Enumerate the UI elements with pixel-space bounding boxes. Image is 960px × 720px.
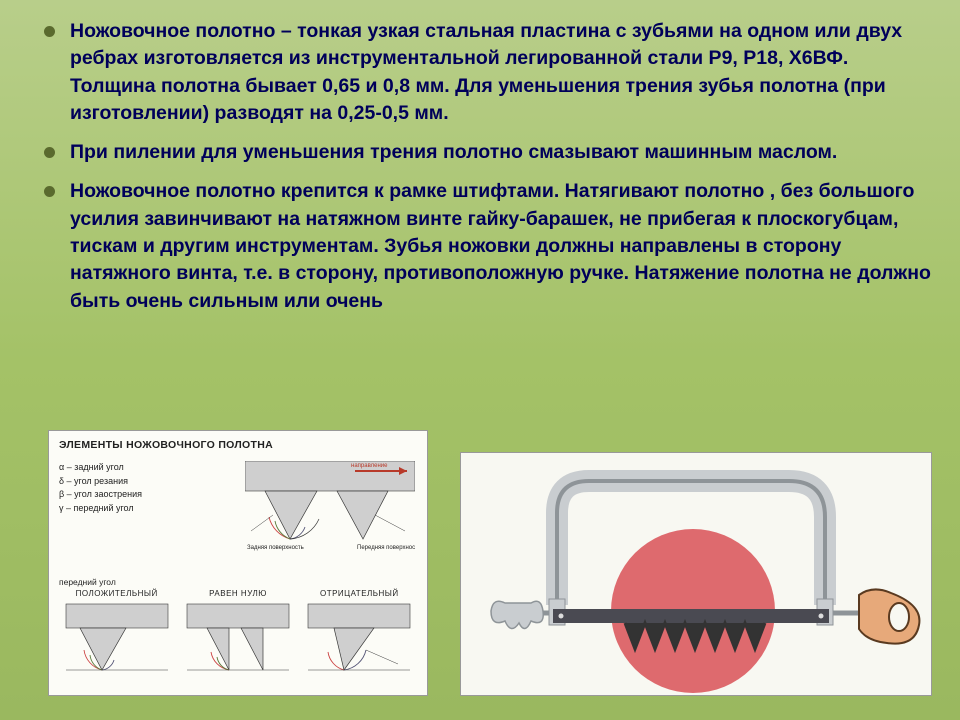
label-front-face: Передняя поверхность <box>357 545 415 551</box>
hacksaw-svg <box>461 453 933 697</box>
bullet-list: Ножовочное полотно – тонкая узкая стальн… <box>44 18 932 315</box>
label-back-face: Задняя поверхность <box>247 545 304 551</box>
bullet-2: При пилении для уменьшения трения полотн… <box>44 139 932 166</box>
images-row: ЭЛЕМЕНТЫ НОЖОВОЧНОГО ПОЛОТНА α – задний … <box>48 430 932 696</box>
bullet-1: Ножовочное полотно – тонкая узкая стальн… <box>44 18 932 127</box>
diagram-blade-elements: ЭЛЕМЕНТЫ НОЖОВОЧНОГО ПОЛОТНА α – задний … <box>48 430 428 696</box>
variant-negative-svg <box>304 600 414 680</box>
variant-positive: ПОЛОЖИТЕЛЬНЫЙ <box>59 589 174 685</box>
diagram-title: ЭЛЕМЕНТЫ НОЖОВОЧНОГО ПОЛОТНА <box>59 439 417 451</box>
label-direction: направление <box>351 463 388 469</box>
front-angle-variants: передний угол ПОЛОЖИТЕЛЬНЫЙ <box>59 577 417 685</box>
variant-zero: РАВЕН НУЛЮ <box>180 589 295 685</box>
tooth-cross-section: направление Задняя поверхность Передняя … <box>245 461 415 551</box>
variant-zero-svg <box>183 600 293 680</box>
variant-negative: ОТРИЦАТЕЛЬНЫЙ <box>302 589 417 685</box>
front-angle-label: передний угол <box>59 577 417 587</box>
illustration-hacksaw <box>460 452 932 696</box>
variant-positive-svg <box>62 600 172 680</box>
bullet-3: Ножовочное полотно крепится к рамке штиф… <box>44 178 932 314</box>
